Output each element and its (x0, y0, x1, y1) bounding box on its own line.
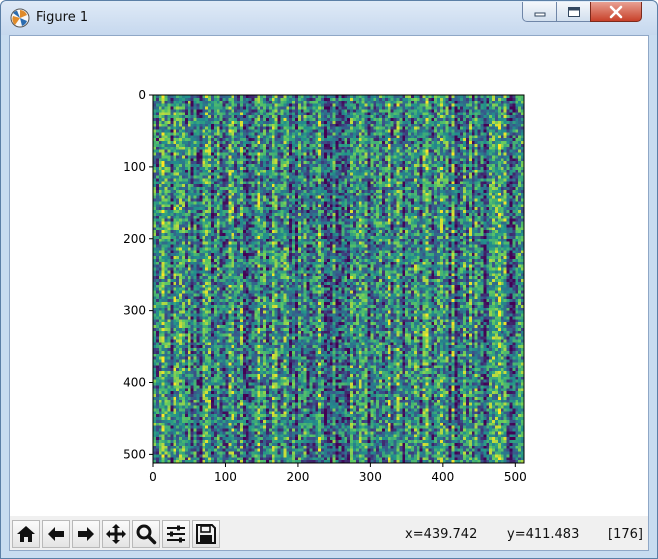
home-icon (17, 526, 35, 542)
pan-button[interactable] (102, 520, 130, 548)
save-icon (196, 524, 216, 544)
home-button[interactable] (12, 520, 40, 548)
minimize-button[interactable] (522, 2, 557, 22)
window-title: Figure 1 (36, 10, 89, 25)
close-button[interactable] (590, 2, 642, 22)
configure-subplots-button[interactable] (162, 520, 190, 548)
close-icon (609, 5, 623, 18)
heatmap-image[interactable] (153, 95, 524, 463)
back-button[interactable] (42, 520, 70, 548)
arrow-left-icon (48, 527, 64, 541)
figure-canvas[interactable]: 0 100 200 300 400 500 0 100 200 300 400 500 (10, 36, 648, 516)
x-tick-label: 200 (286, 470, 309, 484)
save-button[interactable] (192, 520, 220, 548)
matplotlib-app-icon (10, 8, 30, 28)
navigation-toolbar: x=439.742 y=411.483 [176] (10, 516, 648, 550)
y-tick-label: 500 (123, 447, 146, 461)
y-tick-label: 100 (123, 160, 146, 174)
plot-frame (152, 94, 525, 464)
maximize-icon (567, 6, 580, 17)
arrow-right-icon (78, 527, 94, 541)
y-tick-label: 300 (123, 304, 146, 318)
x-tick-label: 500 (504, 470, 527, 484)
x-tick-label: 100 (214, 470, 237, 484)
cursor-x-readout: x=439.742 (405, 527, 478, 542)
x-tick-label: 400 (431, 470, 454, 484)
y-tick-label: 0 (138, 88, 146, 102)
minimize-icon (534, 12, 545, 16)
cursor-y-readout: y=411.483 (507, 527, 580, 542)
title-bar[interactable]: Figure 1 (1, 1, 657, 35)
zoom-button[interactable] (132, 520, 160, 548)
x-tick-label: 0 (149, 470, 157, 484)
forward-button[interactable] (72, 520, 100, 548)
pixel-value-readout: [176] (608, 527, 643, 542)
sliders-icon (167, 525, 185, 543)
maximize-button[interactable] (556, 2, 591, 22)
x-tick-label: 300 (359, 470, 382, 484)
figure-client-area: 0 100 200 300 400 500 0 100 200 300 400 500 (9, 35, 649, 551)
magnifier-icon (136, 524, 157, 545)
y-tick-label: 400 (123, 376, 146, 390)
y-tick-label: 200 (123, 232, 146, 246)
move-icon (106, 524, 126, 544)
